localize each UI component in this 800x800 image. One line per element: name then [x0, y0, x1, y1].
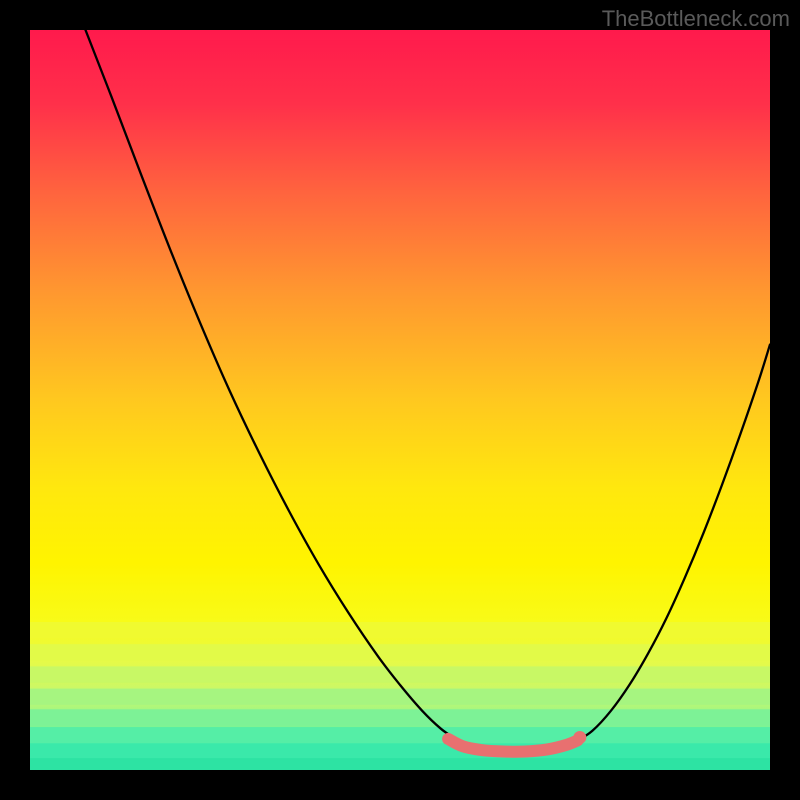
gradient-band	[30, 644, 770, 660]
gradient-band	[30, 689, 770, 705]
plot-area	[30, 30, 770, 770]
gradient-band	[30, 709, 770, 725]
watermark-text: TheBottleneck.com	[602, 6, 790, 32]
gradient-band	[30, 727, 770, 743]
gradient-band	[30, 758, 770, 770]
accent-end-dot	[573, 731, 586, 744]
gradient-band	[30, 666, 770, 682]
gradient-band	[30, 743, 770, 759]
plot-svg	[30, 30, 770, 770]
gradient-band	[30, 622, 770, 638]
chart-container: TheBottleneck.com	[0, 0, 800, 800]
